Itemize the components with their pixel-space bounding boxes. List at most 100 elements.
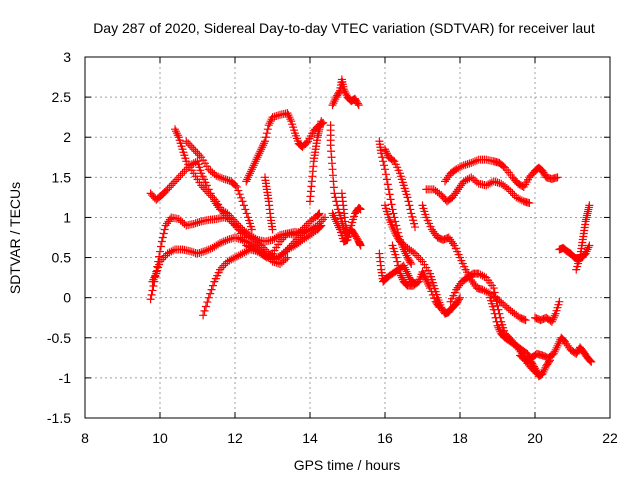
data-point [214, 240, 223, 249]
data-point [393, 257, 402, 266]
data-point [492, 317, 501, 326]
data-point [237, 193, 246, 202]
data-point [387, 200, 396, 209]
data-point [223, 176, 232, 185]
data-point [227, 234, 236, 243]
data-point [189, 219, 198, 228]
data-point [164, 217, 173, 226]
data-point [189, 159, 198, 168]
data-point [331, 215, 340, 224]
data-point [247, 165, 256, 174]
chart-title: Day 287 of 2020, Sidereal Day-to-day VTE… [93, 20, 595, 36]
plot-frame [84, 56, 611, 419]
data-point [514, 194, 523, 203]
data-point [252, 155, 261, 164]
data-point [452, 165, 461, 174]
data-point [221, 211, 230, 220]
data-point [186, 141, 194, 150]
data-point [407, 259, 416, 268]
data-point [491, 177, 500, 186]
data-point [172, 129, 181, 138]
y-tick-label: 1.5 [52, 169, 72, 185]
data-point [283, 245, 292, 254]
data-point [406, 205, 415, 214]
data-point [244, 173, 253, 182]
data-point [455, 183, 464, 192]
data-point [259, 250, 268, 259]
data-point [193, 249, 202, 258]
data-point [178, 169, 187, 178]
data-point [195, 218, 204, 227]
data-point [471, 157, 479, 166]
data-point [493, 178, 502, 187]
data-point [400, 263, 409, 272]
data-point [465, 159, 474, 168]
data-point [150, 273, 159, 282]
data-point [165, 248, 174, 257]
data-point [328, 101, 337, 110]
data-point [156, 247, 164, 256]
data-point [231, 253, 239, 262]
data-point [261, 137, 269, 146]
data-point [167, 247, 176, 256]
data-point [455, 295, 464, 304]
data-point [448, 239, 457, 248]
data-point [231, 181, 240, 190]
data-point [329, 211, 338, 220]
data-point [385, 190, 394, 199]
data-point [231, 221, 239, 230]
data-point [246, 169, 254, 178]
data-point [204, 189, 213, 198]
data-point [429, 227, 438, 236]
data-point [216, 265, 224, 274]
data-point [587, 357, 596, 366]
data-point [329, 99, 338, 108]
data-point [389, 209, 398, 218]
data-point [285, 244, 294, 253]
x-tick-label: 22 [602, 430, 618, 446]
data-point [236, 235, 245, 244]
data-point [551, 345, 560, 354]
data-point [283, 253, 292, 262]
data-point [495, 179, 504, 188]
data-series-pass-13 [328, 203, 365, 246]
data-point [484, 180, 493, 189]
data-point [206, 244, 215, 253]
data-point [453, 283, 462, 292]
data-point [229, 254, 238, 263]
data-point [456, 293, 464, 302]
y-tick-label: 2.5 [52, 89, 72, 105]
data-point [465, 174, 474, 183]
data-point [356, 241, 365, 250]
x-tick-label: 10 [152, 430, 168, 446]
data-point [216, 173, 224, 182]
data-point [427, 287, 436, 296]
data-point [493, 301, 502, 310]
data-point [225, 256, 234, 265]
data-point [195, 248, 204, 257]
data-point [182, 137, 191, 146]
x-axis-label: GPS time / hours [294, 457, 401, 473]
data-point [455, 281, 464, 290]
y-tick-label: 3 [63, 49, 71, 65]
data-point [525, 199, 534, 208]
data-point [550, 311, 559, 320]
data-point [420, 272, 429, 281]
data-point [193, 149, 202, 158]
data-point [493, 321, 502, 330]
data-point [219, 209, 228, 218]
data-point [287, 243, 296, 252]
data-point [586, 356, 595, 365]
data-point [331, 193, 340, 202]
data-point [443, 173, 452, 182]
data-point [480, 286, 489, 295]
data-point [262, 252, 271, 261]
data-point [262, 129, 271, 138]
data-point [231, 233, 239, 242]
data-point [171, 127, 180, 136]
data-point [454, 185, 463, 194]
data-point [583, 245, 592, 254]
data-point [176, 171, 185, 180]
data-point [550, 347, 559, 356]
data-series-pass-16 [381, 145, 419, 232]
